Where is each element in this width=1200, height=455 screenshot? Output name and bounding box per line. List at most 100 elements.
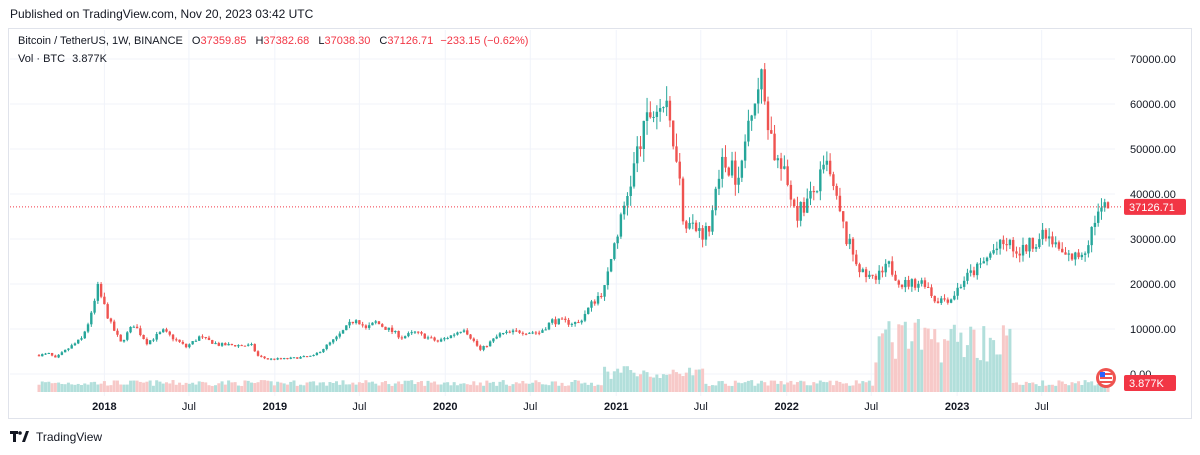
candle-body <box>587 307 590 314</box>
candle-body <box>80 338 83 340</box>
volume-bar <box>93 381 97 392</box>
candle-body <box>1015 251 1018 254</box>
candle-body <box>557 318 560 325</box>
volume-bar <box>1005 335 1009 392</box>
candle-body <box>985 257 989 262</box>
volume-bar <box>187 383 191 392</box>
candle-body <box>237 345 240 347</box>
candle-body <box>217 343 221 346</box>
candle-body <box>1021 244 1025 256</box>
candle-body <box>318 352 322 354</box>
volume-bar <box>674 372 678 392</box>
volume-bar <box>406 380 410 392</box>
candle-body <box>1057 242 1061 249</box>
volume-bar <box>282 383 286 392</box>
volume-bar <box>227 380 231 392</box>
volume-bar <box>1028 383 1032 392</box>
candle-body <box>789 184 793 200</box>
volume-bar <box>599 385 603 392</box>
volume-bar <box>779 381 783 392</box>
candle-body <box>50 352 54 356</box>
volume-bar <box>527 383 531 392</box>
volume-bar <box>1031 382 1035 392</box>
volume-bar <box>995 354 999 392</box>
volume-bar <box>956 341 960 392</box>
candle-body <box>842 211 845 222</box>
candle-body <box>77 339 80 344</box>
volume-bar <box>129 380 133 392</box>
candle-body <box>868 274 871 278</box>
volume-bar <box>727 385 731 392</box>
volume-bar <box>1083 380 1087 392</box>
candle-body <box>992 250 995 254</box>
volume-bar <box>429 382 433 392</box>
candle-body <box>103 296 106 305</box>
volume-bar <box>992 340 996 392</box>
candle-body <box>505 331 508 333</box>
volume-bar <box>694 369 698 392</box>
volume-bar <box>518 383 522 392</box>
volume-bar <box>1064 383 1068 392</box>
candle-body <box>1093 222 1097 227</box>
candle-body <box>1011 239 1015 252</box>
candle-body <box>1064 252 1067 255</box>
candle-body <box>296 357 299 359</box>
volume-bar <box>259 380 263 392</box>
volume-bar <box>583 382 587 392</box>
candle-body <box>1067 253 1070 255</box>
volume-bar <box>220 381 224 392</box>
candle-body <box>675 146 678 162</box>
volume-bar <box>831 385 835 392</box>
volume-bar <box>1103 385 1107 392</box>
volume-bar <box>442 382 446 392</box>
volume-bar <box>652 377 656 392</box>
candle-body <box>1038 239 1041 248</box>
candle-body <box>792 199 796 207</box>
volume-bar <box>387 384 391 392</box>
volume-bar <box>455 385 459 392</box>
candle-body <box>1090 226 1093 246</box>
candle-body <box>390 327 394 333</box>
candle-body <box>407 333 410 337</box>
volume-bar <box>423 385 427 392</box>
volume-bar <box>40 381 44 392</box>
volume-bar <box>151 385 155 392</box>
candle-body <box>73 343 77 346</box>
volume-bar <box>1041 380 1045 392</box>
candle-body <box>721 156 724 179</box>
volume-bar <box>531 382 535 392</box>
x-tick-label: Jul <box>523 401 537 413</box>
volume-bar <box>916 319 920 392</box>
candle-body <box>1005 244 1008 246</box>
candle-body <box>819 169 822 192</box>
volume-bar <box>746 380 750 392</box>
candle-body <box>462 330 466 332</box>
candle-body <box>547 322 551 330</box>
candle-body <box>263 356 266 359</box>
candle-body <box>361 324 364 326</box>
candle-body <box>495 336 498 339</box>
candle-body <box>492 338 495 342</box>
candle-body <box>979 263 982 265</box>
candle-body <box>940 298 943 303</box>
candle-body <box>423 333 426 339</box>
volume-bar <box>426 380 430 392</box>
candle-body <box>891 261 894 275</box>
footer-brand[interactable]: TradingView <box>10 430 102 444</box>
volume-bar <box>207 385 211 392</box>
candle-body <box>923 280 927 287</box>
candle-body <box>403 336 407 339</box>
candle-body <box>129 326 132 333</box>
candle-body <box>466 330 469 335</box>
candle-body <box>855 254 858 265</box>
candle-body <box>858 264 861 273</box>
candle-body <box>658 108 662 112</box>
volume-bar <box>491 381 495 392</box>
candle-body <box>554 319 557 325</box>
volume-label: Vol · BTC <box>18 53 66 65</box>
candle-body <box>63 349 67 353</box>
candle-body <box>1106 202 1110 209</box>
candle-body <box>629 186 632 196</box>
candle-body <box>328 342 332 345</box>
